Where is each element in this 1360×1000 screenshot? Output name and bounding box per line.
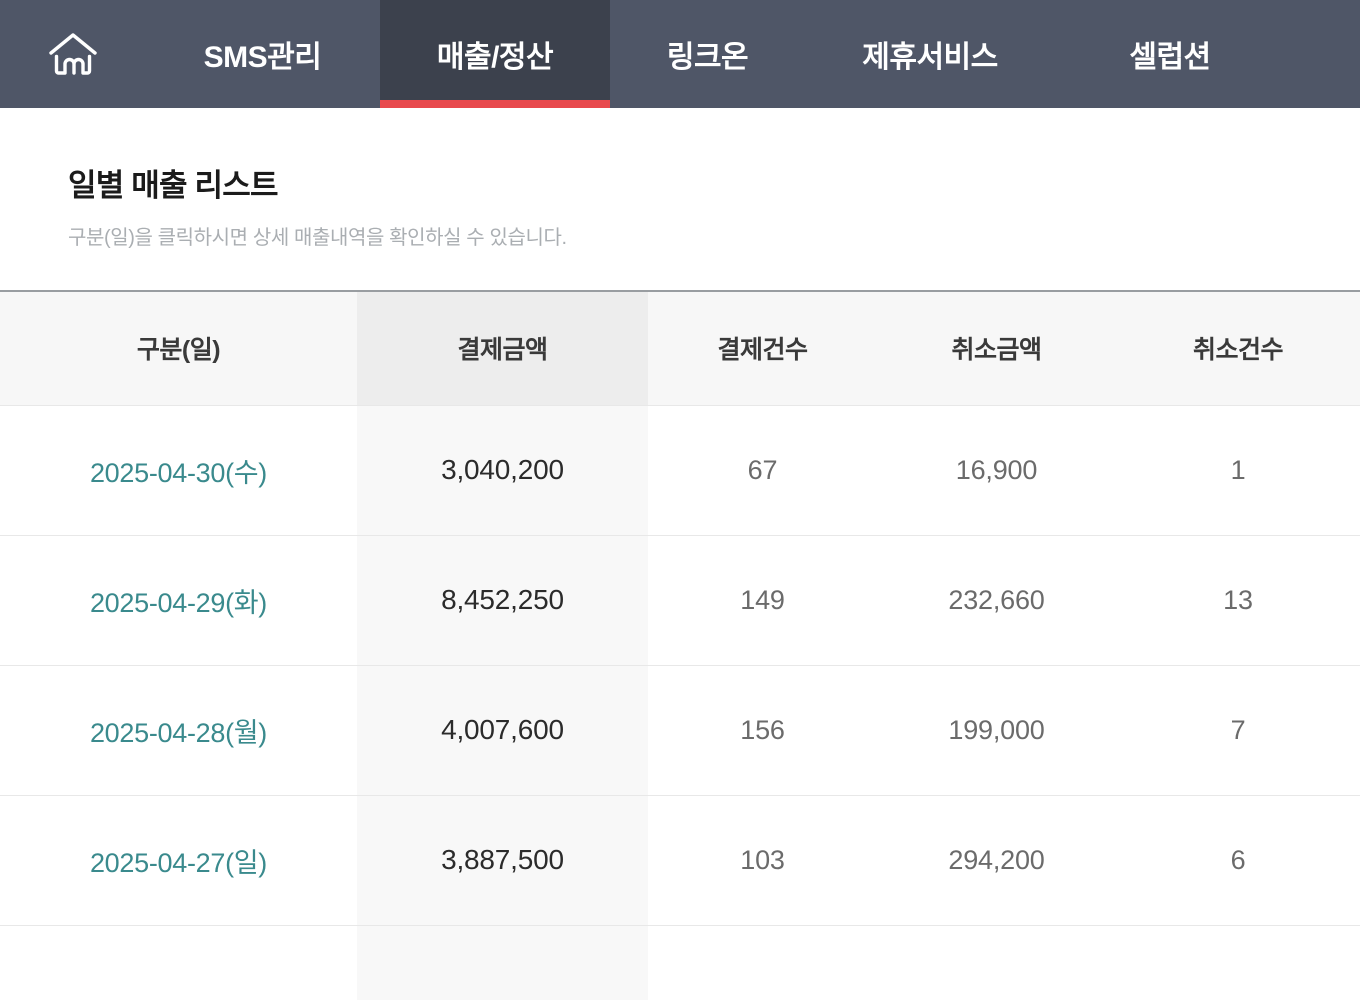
nav-tab-partner-service[interactable]: 제휴서비스 (805, 0, 1055, 108)
cell-cancel-count: 6 (1116, 795, 1360, 926)
page-header: 일별 매출 리스트 구분(일)을 클릭하시면 상세 매출내역을 확인하실 수 있… (0, 108, 1360, 248)
table-header-row: 구분(일) 결제금액 결제건수 취소금액 취소건수 (0, 292, 1360, 406)
column-header-cancel-amount[interactable]: 취소금액 (877, 292, 1116, 406)
home-button[interactable] (0, 0, 145, 108)
nav-tab-label: SMS관리 (203, 41, 322, 74)
table-row: 2025-04-27(일) 3,887,500 103 294,200 6 (0, 795, 1360, 926)
cell-date[interactable]: 2025-04-27(일) (0, 795, 357, 926)
cancel-amount-value: 232,660 (948, 584, 1045, 615)
payment-amount-value: 3,887,500 (441, 844, 564, 875)
cancel-count-value: 13 (1223, 584, 1253, 615)
payment-count-value: 67 (747, 454, 778, 485)
date-link[interactable]: 2025-04-27(일) (89, 847, 268, 878)
date-link[interactable]: 2025-04-28(월) (89, 717, 268, 748)
cell-date (0, 925, 357, 1000)
cancel-amount-value: 16,900 (955, 454, 1038, 485)
nav-tab-celebsion[interactable]: 셀럽션 (1055, 0, 1285, 108)
cell-payment-count (648, 925, 877, 1000)
column-header-payment-count[interactable]: 결제건수 (648, 292, 877, 406)
page-title: 일별 매출 리스트 (68, 168, 278, 203)
cell-date[interactable]: 2025-04-30(수) (0, 405, 357, 536)
table-row: 2025-04-30(수) 3,040,200 67 16,900 1 (0, 405, 1360, 536)
nav-tab-label: 매출/정산 (436, 41, 554, 74)
payment-amount-value: 8,452,250 (441, 584, 564, 615)
payment-amount-value: 4,007,600 (441, 714, 564, 745)
top-navigation-bar: SMS관리 매출/정산 링크온 제휴서비스 셀럽션 (0, 0, 1360, 108)
payment-count-value: 156 (740, 714, 785, 745)
nav-tab-label: 링크온 (666, 41, 749, 74)
cell-cancel-amount: 232,660 (877, 535, 1116, 666)
cancel-count-value: 1 (1230, 454, 1246, 485)
table-header: 구분(일) 결제금액 결제건수 취소금액 취소건수 (0, 292, 1360, 406)
cell-payment-count: 103 (648, 795, 877, 926)
payment-count-value: 149 (740, 584, 785, 615)
cell-payment-count: 156 (648, 665, 877, 796)
payment-amount-value: 3,040,200 (441, 454, 564, 485)
nav-tab-label: 셀럽션 (1129, 41, 1211, 74)
table-row: 2025-04-28(월) 4,007,600 156 199,000 7 (0, 665, 1360, 796)
table-body: 2025-04-30(수) 3,040,200 67 16,900 1 2025… (0, 405, 1360, 1000)
table-row: 2025-04-29(화) 8,452,250 149 232,660 13 (0, 535, 1360, 666)
cell-payment-count: 67 (648, 405, 877, 536)
cell-payment-amount (357, 925, 648, 1000)
cancel-count-value: 6 (1230, 844, 1246, 875)
cell-cancel-amount (877, 925, 1116, 1000)
daily-sales-table-container: 구분(일) 결제금액 결제건수 취소금액 취소건수 2025-04-30(수) … (0, 290, 1360, 1000)
nav-tab-linkon[interactable]: 링크온 (610, 0, 805, 108)
column-header-payment-amount[interactable]: 결제금액 (357, 292, 648, 406)
cell-payment-count: 149 (648, 535, 877, 666)
cancel-amount-value: 294,200 (948, 844, 1045, 875)
cell-cancel-count: 7 (1116, 665, 1360, 796)
active-tab-indicator (380, 100, 610, 108)
cell-cancel-count (1116, 925, 1360, 1000)
column-header-cancel-count[interactable]: 취소건수 (1116, 292, 1360, 406)
cell-cancel-amount: 294,200 (877, 795, 1116, 926)
cell-cancel-amount: 199,000 (877, 665, 1116, 796)
cell-payment-amount: 4,007,600 (357, 665, 648, 796)
column-header-date[interactable]: 구분(일) (0, 292, 357, 406)
cell-payment-amount: 8,452,250 (357, 535, 648, 666)
nav-tab-label: 제휴서비스 (862, 41, 998, 74)
cell-cancel-count: 13 (1116, 535, 1360, 666)
date-link[interactable]: 2025-04-29(화) (89, 587, 268, 618)
cell-cancel-count: 1 (1116, 405, 1360, 536)
cancel-amount-value: 199,000 (948, 714, 1045, 745)
cell-date[interactable]: 2025-04-29(화) (0, 535, 357, 666)
nav-tab-sales-settlement[interactable]: 매출/정산 (380, 0, 610, 108)
home-icon (47, 31, 99, 77)
cell-payment-amount: 3,040,200 (357, 405, 648, 536)
payment-count-value: 103 (740, 844, 785, 875)
nav-tab-sms[interactable]: SMS관리 (145, 0, 380, 108)
cell-payment-amount: 3,887,500 (357, 795, 648, 926)
daily-sales-table: 구분(일) 결제금액 결제건수 취소금액 취소건수 2025-04-30(수) … (0, 292, 1360, 1000)
date-link[interactable]: 2025-04-30(수) (89, 457, 268, 488)
cell-cancel-amount: 16,900 (877, 405, 1116, 536)
page-subtitle: 구분(일)을 클릭하시면 상세 매출내역을 확인하실 수 있습니다. (68, 227, 567, 249)
cell-date[interactable]: 2025-04-28(월) (0, 665, 357, 796)
table-row-partial (0, 925, 1360, 1000)
cancel-count-value: 7 (1230, 714, 1246, 745)
